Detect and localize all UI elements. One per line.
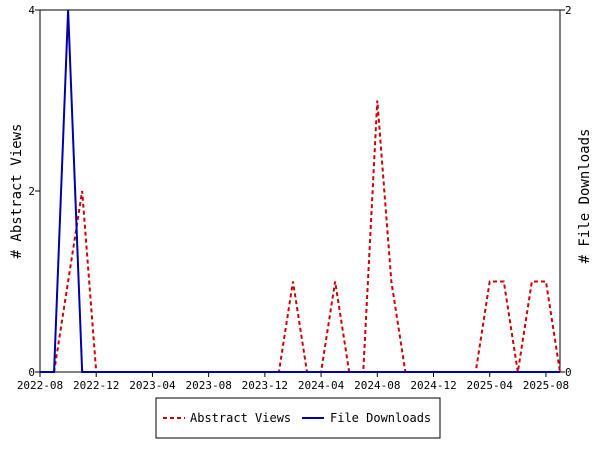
x-tick-label: 2025-04 [467,379,514,392]
right-y-tick-label: 0 [565,366,572,379]
left-y-axis-title: # Abstract Views [9,124,25,259]
right-y-axis-ticks: 02 [560,4,572,379]
right-y-tick-label: 2 [565,4,572,17]
legend: Abstract Views File Downloads [155,397,441,439]
x-tick-label: 2023-12 [242,379,288,392]
x-axis-ticks: 2022-08 2022-12 2023-04 2023-08 2023-12 2024-… [17,372,569,392]
legend-box [155,397,441,439]
series-layer [40,9,561,373]
x-tick-label: 2025-08 [523,379,569,392]
plot-frame [39,9,561,373]
left-y-tick-label: 4 [28,4,35,17]
x-tick-label: 2024-04 [298,379,345,392]
x-tick-label: 2023-08 [185,379,231,392]
legend-label-abstract-views: Abstract Views [190,411,291,425]
left-y-tick-label: 2 [28,185,35,198]
x-tick-label: 2023-04 [129,379,176,392]
right-y-axis-title: # File Downloads [577,129,593,264]
left-y-axis-ticks: 0 2 4 [28,4,40,379]
left-y-tick-label: 0 [28,366,35,379]
x-tick-label: 2022-08 [17,379,63,392]
x-tick-label: 2024-08 [354,379,400,392]
series-line-file-downloads [40,9,560,373]
plot-area [39,9,561,373]
x-tick-label: 2022-12 [73,379,119,392]
legend-label-file-downloads: File Downloads [330,411,431,425]
x-tick-label: 2024-12 [410,379,456,392]
